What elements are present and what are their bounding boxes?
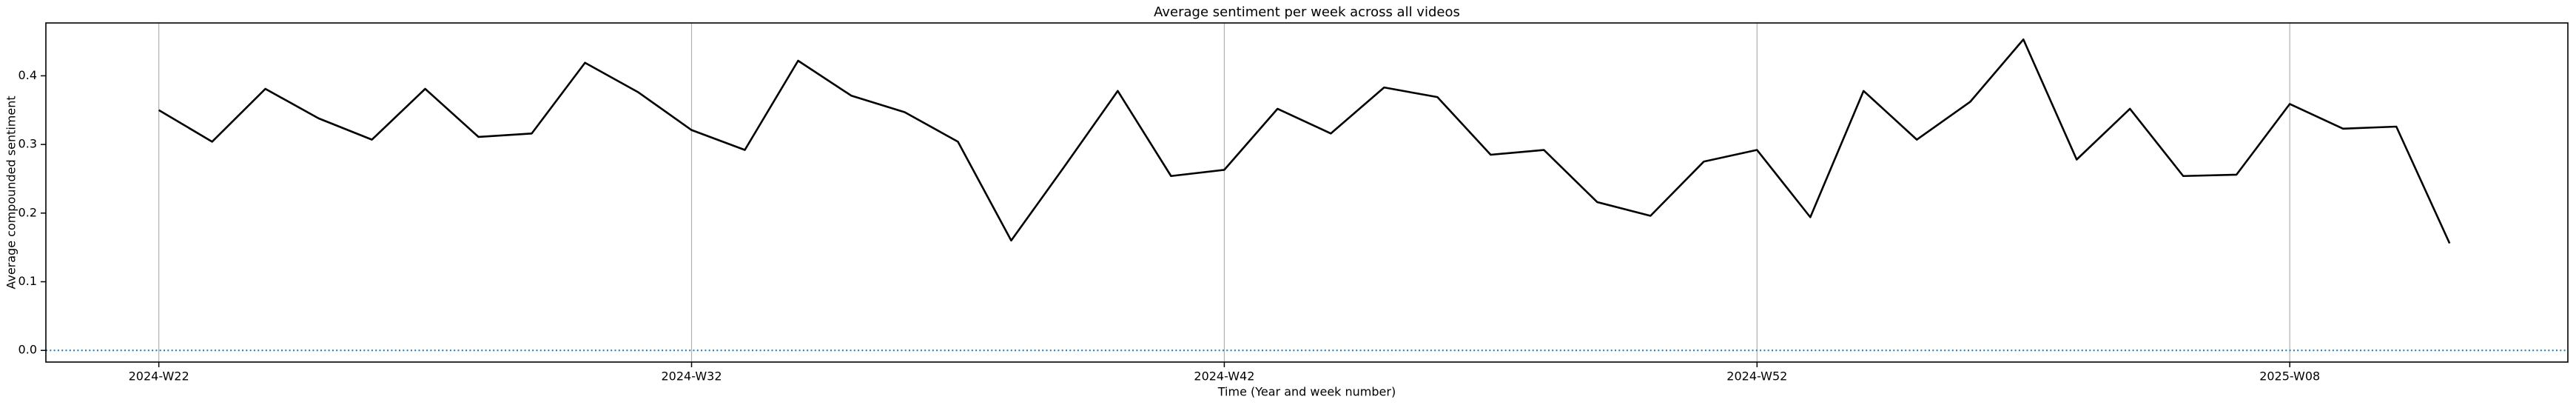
y-tick-label: 0.4 — [19, 68, 37, 82]
x-tick-label: 2024-W22 — [129, 369, 189, 384]
y-tick-label: 0.3 — [19, 137, 37, 151]
x-axis-label: Time (Year and week number) — [1217, 385, 1396, 399]
y-axis-label: Average compounded sentiment — [4, 96, 19, 289]
y-tick-label: 0.2 — [19, 205, 37, 219]
plot-frame — [45, 22, 2569, 363]
x-tick-label: 2024-W52 — [1726, 369, 1787, 384]
y-tick-label: 0.1 — [19, 274, 37, 288]
x-tick-label: 2025-W08 — [2259, 369, 2320, 384]
x-tick-label: 2024-W42 — [1194, 369, 1254, 384]
chart-title: Average sentiment per week across all vi… — [1154, 4, 1460, 20]
y-tick-label: 0.0 — [19, 343, 37, 357]
x-tick-label: 2024-W32 — [662, 369, 722, 384]
line-series — [158, 38, 2451, 244]
